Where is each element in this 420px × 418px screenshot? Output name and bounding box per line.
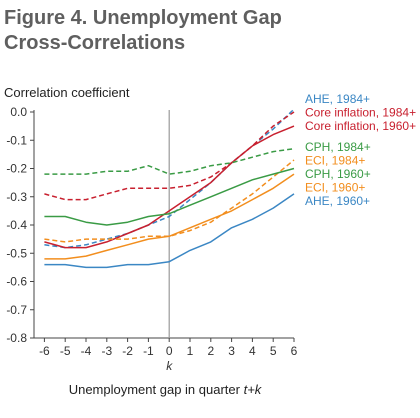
legend-label-6: CPH, 1960+: [305, 167, 371, 181]
legend-label-7: ECI, 1960+: [305, 180, 365, 194]
series-line-5: [44, 159, 295, 243]
y-tick-label: -0.3: [6, 190, 27, 204]
x-axis-title-suffix: t+k: [243, 382, 262, 397]
y-tick-label: -0.4: [6, 218, 27, 232]
x-tick-label: -1: [143, 344, 154, 358]
x-axis-title: Unemployment gap in quarter t+k: [0, 382, 330, 397]
series-line-8: [44, 193, 295, 269]
y-tick-label: -0.6: [6, 275, 27, 289]
x-tick-label: -3: [101, 344, 112, 358]
x-tick-label: 6: [291, 344, 298, 358]
y-tick-label: -0.7: [6, 303, 27, 317]
x-tick-label: 1: [187, 344, 194, 358]
x-tick-label: 2: [207, 344, 214, 358]
y-axis-title: Correlation coefficient: [4, 85, 130, 100]
x-tick-label: -4: [81, 344, 92, 358]
legend-label-8: AHE, 1960+: [305, 194, 370, 208]
y-tick-label: -0.8: [6, 331, 27, 345]
x-tick-label: -2: [122, 344, 133, 358]
y-tick-label: -0.5: [6, 246, 27, 260]
figure-title-line-1: Figure 4. Unemployment Gap: [4, 7, 282, 29]
x-tick-label: 0: [166, 344, 173, 358]
series-line-1: [44, 108, 295, 249]
legend-label-4: CPH, 1984+: [305, 140, 371, 154]
x-tick-title: k: [166, 359, 173, 373]
x-axis-title-prefix: Unemployment gap in quarter: [68, 382, 244, 397]
y-tick-label: -0.2: [6, 162, 27, 176]
series-line-4: [44, 147, 295, 175]
series-line-3: [44, 125, 295, 249]
y-tick-label: 0.0: [10, 105, 27, 119]
legend-label-5: ECI, 1984+: [305, 154, 365, 168]
x-tick-label: 4: [249, 344, 256, 358]
x-tick-label: -6: [39, 344, 50, 358]
y-tick-label: -0.1: [6, 133, 27, 147]
series-line-6: [44, 167, 295, 226]
x-tick-label: 3: [228, 344, 235, 358]
figure-title: Figure 4. Unemployment Gap Cross-Correla…: [4, 6, 282, 56]
legend-label-3: Core inflation, 1960+: [305, 119, 416, 133]
figure-title-line-2: Cross-Correlations: [4, 32, 186, 54]
legend-label-1: AHE, 1984+: [305, 92, 370, 106]
x-tick-label: -5: [60, 344, 71, 358]
legend-label-2: Core inflation, 1984+: [305, 105, 416, 119]
series-line-2: [44, 111, 295, 201]
series-line-7: [44, 173, 295, 260]
x-tick-label: 5: [270, 344, 277, 358]
